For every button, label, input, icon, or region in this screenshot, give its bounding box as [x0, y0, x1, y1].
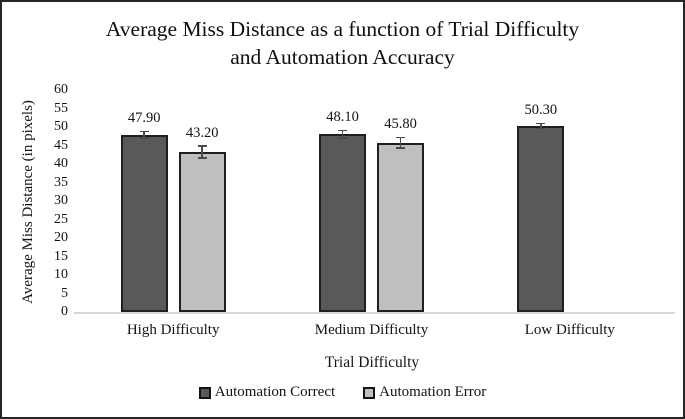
- y-tick-label: 5: [61, 285, 68, 301]
- data-label: 48.10: [326, 109, 359, 126]
- legend-item-automation-correct: Automation Correct: [198, 384, 336, 401]
- data-label: 45.80: [384, 116, 417, 133]
- y-tick-label: 15: [54, 248, 68, 264]
- error-bar-cap: [139, 130, 149, 133]
- legend-swatch-icon: [198, 386, 211, 399]
- error-bar-cap: [396, 136, 405, 139]
- data-label: 50.30: [524, 102, 558, 119]
- x-axis-title: Trial Difficulty: [324, 354, 420, 371]
- error-bar: [399, 137, 402, 148]
- x-category-label: High Difficulty: [126, 322, 220, 338]
- error-bar-cap: [338, 129, 347, 132]
- legend-swatch-icon: [363, 386, 376, 399]
- legend-label: Automation Correct: [214, 384, 336, 400]
- y-tick-label: 35: [54, 174, 68, 190]
- bar-automation-error: [377, 142, 424, 312]
- data-label: 47.90: [127, 110, 161, 127]
- error-bar-cap: [536, 127, 546, 130]
- x-category-label: Low Difficulty: [524, 322, 615, 338]
- y-tick-label: 30: [54, 193, 68, 208]
- error-bar: [540, 123, 542, 129]
- legend-item-automation-error: Automation Error: [363, 384, 486, 401]
- error-bar-cap: [197, 157, 207, 159]
- legend: Automation Correct Automation Error: [2, 384, 683, 401]
- y-tick-label: 60: [54, 82, 68, 97]
- y-tick-label: 20: [54, 230, 68, 245]
- bar-automation-correct: [120, 134, 168, 312]
- data-label: 43.20: [185, 125, 219, 142]
- y-tick-label: 55: [54, 100, 68, 116]
- bar-automation-correct: [517, 125, 565, 312]
- x-category-label: Medium Difficulty: [314, 322, 429, 338]
- chart-title: Average Miss Distance as a function of T…: [2, 15, 683, 71]
- bar-automation-correct: [319, 134, 366, 312]
- error-bar: [341, 130, 344, 138]
- legend-label: Automation Error: [379, 384, 487, 400]
- y-tick-label: 40: [54, 156, 68, 171]
- error-bar-cap: [338, 136, 347, 139]
- chart-title-line-1: Average Miss Distance as a function of T…: [105, 17, 580, 41]
- y-tick-label: 25: [54, 211, 68, 227]
- y-tick-label: 45: [54, 137, 68, 153]
- y-tick-label: 10: [54, 267, 68, 282]
- error-bar: [143, 131, 145, 139]
- error-bar: [201, 146, 203, 159]
- x-axis-line: [74, 312, 675, 314]
- bar-automation-error: [178, 152, 226, 312]
- error-bar-cap: [396, 146, 405, 149]
- y-tick-label: 50: [54, 119, 68, 134]
- y-tick-label: 0: [61, 304, 68, 319]
- chart-title-line-2: and Automation Accuracy: [230, 45, 455, 69]
- error-bar-cap: [197, 145, 207, 148]
- error-bar-cap: [139, 137, 149, 139]
- error-bar-cap: [536, 122, 546, 125]
